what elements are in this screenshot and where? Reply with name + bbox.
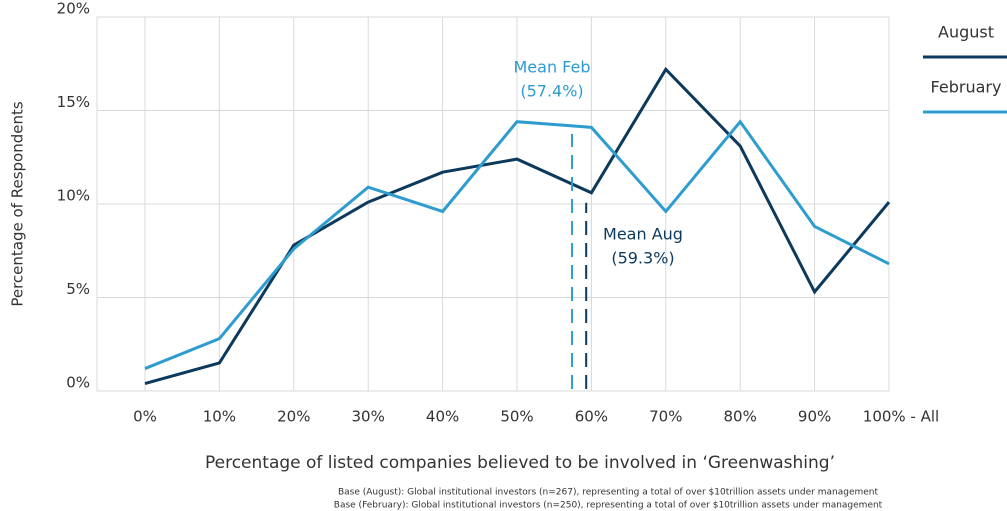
x-tick-label: 70% [649,408,682,426]
x-tick-label: 20% [277,408,310,426]
x-tick-label: 100% - All [863,408,939,426]
x-tick-label: 30% [352,408,385,426]
annotation-value: (57.4%) [520,82,583,101]
x-tick-label: 60% [575,408,608,426]
y-axis-label: Percentage of Respondents [9,101,27,307]
annotation-label: Mean Feb [513,58,590,77]
x-tick-label: 90% [798,408,831,426]
x-tick-label: 50% [500,408,533,426]
x-tick-label: 10% [203,408,236,426]
y-tick-label: 5% [66,280,90,298]
series-line [144,119,890,370]
x-tick-label: 40% [426,408,459,426]
y-tick-label: 10% [57,187,90,205]
x-axis-label: Percentage of listed companies believed … [205,453,835,473]
series-line [144,66,891,385]
annotation-value: (59.3%) [611,249,674,268]
y-tick-label: 15% [57,93,90,111]
annotation-label: Mean Aug [603,225,683,244]
footnote: Base (August): Global institutional inve… [338,488,879,498]
x-tick-label: 0% [133,408,157,426]
y-tick-label: 0% [66,374,90,392]
x-tick-label: 80% [724,408,757,426]
y-tick-label: 20% [57,0,90,18]
legend-label: February [931,78,1002,97]
legend-label: August [938,23,994,42]
footnote: Base (February): Global institutional in… [334,501,883,511]
